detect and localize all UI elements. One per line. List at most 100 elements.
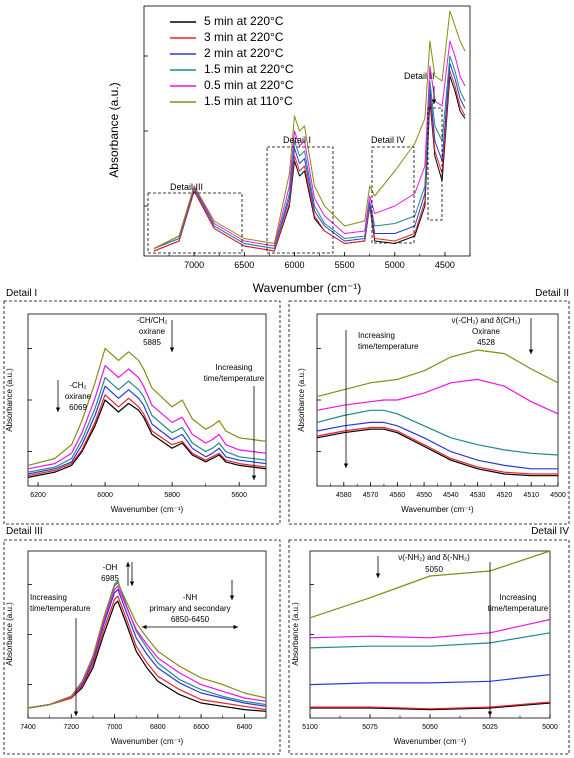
panel-frames: Detail I Detail II Detail III Detail IV bbox=[3, 288, 570, 755]
detail-1-x-axis-label: Wavenumber (cm⁻¹) bbox=[111, 505, 184, 514]
detail-2-series-line bbox=[316, 421, 558, 470]
oh-arrow-down-head bbox=[129, 581, 135, 586]
increasing-arrow bbox=[73, 618, 79, 716]
detail-2-x-tick-label: 4550 bbox=[416, 492, 432, 499]
detail-4-x-axis-label: Wavenumber (cm⁻¹) bbox=[394, 737, 467, 746]
detail-1-x-tick-label: 5600 bbox=[231, 492, 247, 499]
detail-4-x-tick-label: 5100 bbox=[302, 724, 318, 731]
detail-2-y-axis-label: Absorbance (a.u.) bbox=[297, 368, 306, 432]
wavenumber-label: 6985 bbox=[101, 574, 119, 583]
nh-label: -NH bbox=[183, 593, 197, 602]
detail-4-annotations: ν(-NH₂) and δ(-NH₂) 5050 Increasing time/te… bbox=[375, 553, 549, 716]
legend-label: 1.5 min at 220°C bbox=[204, 62, 294, 76]
overview-x-tick-label: 4500 bbox=[435, 260, 455, 270]
detail-2-x-axis-label: Wavenumber (cm⁻¹) bbox=[401, 505, 474, 514]
nh-range-arrow-head bbox=[233, 624, 238, 630]
detail-ii-arrow bbox=[431, 86, 437, 104]
oh-arrow-down bbox=[129, 562, 135, 586]
ch2-arrow bbox=[55, 380, 61, 412]
detail-4-series-line bbox=[309, 674, 551, 686]
detail-iii-box bbox=[147, 192, 243, 254]
detail-3-series-line bbox=[27, 582, 267, 709]
detail-title-1: Detail I bbox=[6, 288, 37, 299]
detail-1-series-line bbox=[27, 347, 267, 466]
detail-1-series-line bbox=[27, 365, 267, 470]
detail-frame-4 bbox=[288, 539, 570, 755]
increasing-arrow-head bbox=[343, 463, 349, 468]
overview-x-tick-label: 6000 bbox=[284, 260, 304, 270]
detail-2-series-line bbox=[316, 428, 558, 477]
legend: 5 min at 220°C 3 min at 220°C 2 min at 220… bbox=[170, 14, 294, 108]
overview-series-line bbox=[153, 55, 466, 249]
detail-1-x-tick-label: 5800 bbox=[164, 492, 180, 499]
detail-2-x-tick-label: 4570 bbox=[363, 492, 379, 499]
detail-3-plot: 7400 7200 7000 6800 6600 6400 Wavenumber (cm⁻¹… bbox=[5, 550, 267, 746]
wavenumber-label: 6069 bbox=[69, 403, 87, 412]
detail-1-annotations: -CH₂ oxirane 6069 -CH/CH₂ oxirane 5885 Increas… bbox=[55, 316, 265, 480]
ch-ch2-arrow bbox=[169, 320, 175, 352]
increasing-label: Increasing bbox=[30, 593, 67, 602]
legend-label: 3 min at 220°C bbox=[204, 30, 284, 44]
time-temperature-label: time/temperature bbox=[204, 374, 265, 383]
legend-label: 2 min at 220°C bbox=[204, 46, 284, 60]
oh-label: -OH bbox=[103, 563, 118, 572]
legend-label: 1.5 min at 110°C bbox=[204, 94, 293, 108]
detail-2-x-tick-label: 4530 bbox=[470, 492, 486, 499]
detail-2-x-tick-label: 4580 bbox=[336, 492, 352, 499]
time-temperature-label: time/temperature bbox=[358, 342, 419, 351]
detail-title-2: Detail II bbox=[535, 288, 569, 299]
oh-arrow-up bbox=[125, 562, 131, 586]
detail-3-axes-box bbox=[27, 550, 267, 719]
detail-3-annotations: -OH 6985 -NH primary and secondary 6850-6450… bbox=[30, 562, 238, 716]
ch2-oxirane-arrow bbox=[528, 318, 534, 354]
detail-1-x-tick-label: 6000 bbox=[97, 492, 113, 499]
ch-ch2-label: -CH/CH₂ bbox=[136, 316, 167, 325]
nh-range-arrow bbox=[142, 624, 238, 630]
detail-iv-box bbox=[371, 146, 415, 244]
detail-ii-box bbox=[427, 107, 443, 221]
detail-3-x-tick-label: 7400 bbox=[20, 724, 36, 731]
detail-3-x-tick-label: 7000 bbox=[107, 724, 123, 731]
increasing-arrow bbox=[487, 562, 493, 716]
detail-2-series-line bbox=[316, 349, 559, 398]
overview-x-tick-label: 5000 bbox=[385, 260, 405, 270]
overview-x-tick-label: 7000 bbox=[184, 260, 204, 270]
detail-4-series-line bbox=[309, 618, 551, 639]
overview-x-axis-label: Wavenumber (cm⁻¹) bbox=[253, 281, 362, 295]
detail-3-x-axis-label: Wavenumber (cm⁻¹) bbox=[111, 737, 184, 746]
ch2-label: -CH₂ bbox=[69, 381, 86, 390]
detail-2-x-tick-label: 4540 bbox=[443, 492, 459, 499]
detail-4-x-tick-label: 5050 bbox=[422, 724, 438, 731]
plot-areas: 7000 6500 6000 5500 5000 4500 Wavenumber (cm⁻¹… bbox=[5, 5, 566, 746]
detail-1-plot: 6200 6000 5800 5600 Wavenumber (cm⁻¹) Absorba… bbox=[5, 313, 267, 514]
increasing-arrow-head bbox=[487, 711, 493, 716]
detail-4-plot: 5100 5075 5050 5025 5000 Wavenumber (cm⁻¹) Abs… bbox=[291, 550, 558, 746]
detail-i-annotation: Detail I bbox=[283, 135, 311, 145]
detail-2-x-tick-label: 4500 bbox=[550, 492, 566, 499]
overview-series-line bbox=[153, 70, 466, 252]
detail-4-x-tick-label: 5025 bbox=[482, 724, 498, 731]
detail-3-x-tick-label: 6800 bbox=[150, 724, 166, 731]
overview-x-tick-label: 5500 bbox=[335, 260, 355, 270]
detail-3-x-tick-label: 7200 bbox=[63, 724, 79, 731]
overview-x-tick-label: 6500 bbox=[234, 260, 254, 270]
detail-3-series-line bbox=[27, 600, 267, 712]
wavenumber-label: 6850-6450 bbox=[171, 615, 210, 624]
overview-y-axis-label: Absorbance (a.u.) bbox=[107, 82, 121, 177]
detail-4-series-line bbox=[310, 701, 551, 710]
detail-3-series-line bbox=[27, 585, 267, 709]
detail-i-box bbox=[266, 146, 334, 254]
detail-3-series-line bbox=[27, 588, 267, 709]
detail-2-plot: 4580 4570 4560 4550 4540 4530 4520 4510 4500 Wave… bbox=[297, 313, 566, 514]
legend-label: 0.5 min at 220°C bbox=[204, 78, 294, 92]
detail-1-x-tick-label: 6200 bbox=[30, 492, 46, 499]
detail-4-y-axis-label: Absorbance (a.u.) bbox=[291, 602, 300, 666]
detail-3-series-line bbox=[27, 595, 267, 711]
detail-2-series-line bbox=[316, 426, 558, 475]
overview-series-line bbox=[153, 10, 466, 249]
detail-1-series-line bbox=[27, 377, 267, 473]
detail-frame-3 bbox=[3, 539, 281, 755]
detail-title-4: Detail IV bbox=[531, 526, 569, 537]
detail-4-series-line bbox=[309, 550, 551, 619]
increasing-arrow bbox=[343, 330, 349, 468]
